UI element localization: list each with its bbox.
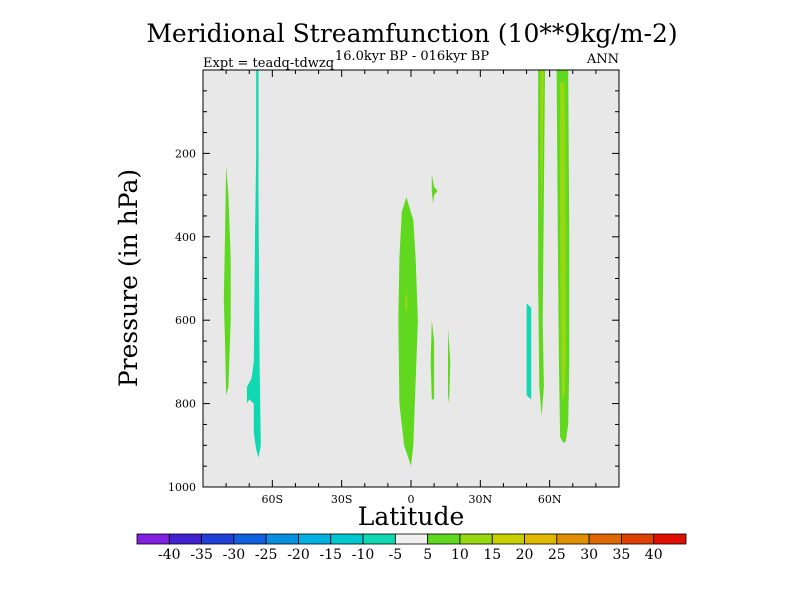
contour-region-sh-midlat-positive (223, 165, 231, 396)
colorbar-swatch (394, 533, 429, 545)
colorbar-level-label: -30 (223, 547, 246, 563)
contour-region-equatorial-core (405, 286, 408, 316)
colorbar-level-label: 20 (516, 547, 534, 563)
colorbar-level-label: -15 (319, 547, 342, 563)
colorbar-swatch (298, 533, 332, 545)
colorbar-swatch (621, 533, 655, 545)
colorbar-swatch (362, 533, 396, 545)
x-tick-label: 30N (469, 493, 493, 506)
colorbar-level-label: 25 (548, 547, 566, 563)
colorbar-swatch (168, 533, 202, 545)
contour-region-nh-high-lat-core-a (540, 70, 544, 221)
x-tick-label: 60N (538, 493, 562, 506)
colorbar-swatch (330, 533, 364, 545)
chart-subtitle: 16.0kyr BP - 016kyr BP (335, 49, 489, 64)
season-label: ANN (586, 52, 619, 67)
y-axis-title: Pressure (in hPa) (114, 169, 143, 387)
contour-region-equatorial-positive (398, 197, 418, 467)
x-tick-label: 30S (331, 493, 353, 506)
y-tick-label: 1000 (168, 481, 196, 494)
colorbar-swatch (427, 533, 461, 545)
colorbar-swatch (233, 533, 267, 545)
colorbar-swatch (491, 533, 525, 545)
contour-region-nh-high-lat-positive-a (538, 70, 545, 417)
colorbar-level-label: -25 (255, 547, 278, 563)
colorbar-swatch (201, 533, 235, 545)
colorbar-level-label: -10 (352, 547, 375, 563)
y-tick-label: 600 (175, 314, 196, 327)
y-tick-label: 400 (175, 231, 196, 244)
contour-region-nh-upper-positive (431, 174, 438, 204)
colorbar-swatch (265, 533, 299, 545)
y-tick-label: 800 (175, 398, 196, 411)
y-tick-label: 200 (175, 147, 196, 160)
contour-region-nh-high-lat-core-b (560, 82, 566, 400)
colorbar-swatch (459, 533, 493, 545)
contour-region-sh-high-lat-negative (246, 70, 261, 458)
colorbar-level-label: 10 (451, 547, 469, 563)
x-tick-label: 0 (408, 493, 415, 506)
colorbar-swatch (524, 533, 558, 545)
contour-region-nh-tropics-positive-b (448, 328, 451, 404)
x-axis-title: Latitude (358, 502, 465, 531)
colorbar-level-label: -40 (158, 547, 181, 563)
colorbar-level-label: 40 (645, 547, 663, 563)
colorbar-level-label: -35 (190, 547, 213, 563)
colorbar-level-label: 30 (580, 547, 598, 563)
colorbar-swatch (556, 533, 590, 545)
colorbar-swatch (588, 533, 622, 545)
colorbar-level-label: 5 (423, 547, 432, 563)
chart-title: Meridional Streamfunction (10**9kg/m-2) (146, 19, 677, 48)
x-tick-label: 60S (262, 493, 284, 506)
contour-region-nh-high-lat-negative (526, 303, 532, 400)
contour-region-nh-tropics-positive-a (430, 320, 435, 400)
colorbar-swatch (653, 533, 687, 545)
colorbar-swatch (136, 533, 170, 545)
colorbar-level-label: -5 (389, 547, 403, 563)
colorbar-level-label: 35 (612, 547, 630, 563)
experiment-label: Expt = teadq-tdwzq (203, 56, 334, 71)
colorbar-level-label: -20 (287, 547, 310, 563)
colorbar-level-label: 15 (483, 547, 501, 563)
